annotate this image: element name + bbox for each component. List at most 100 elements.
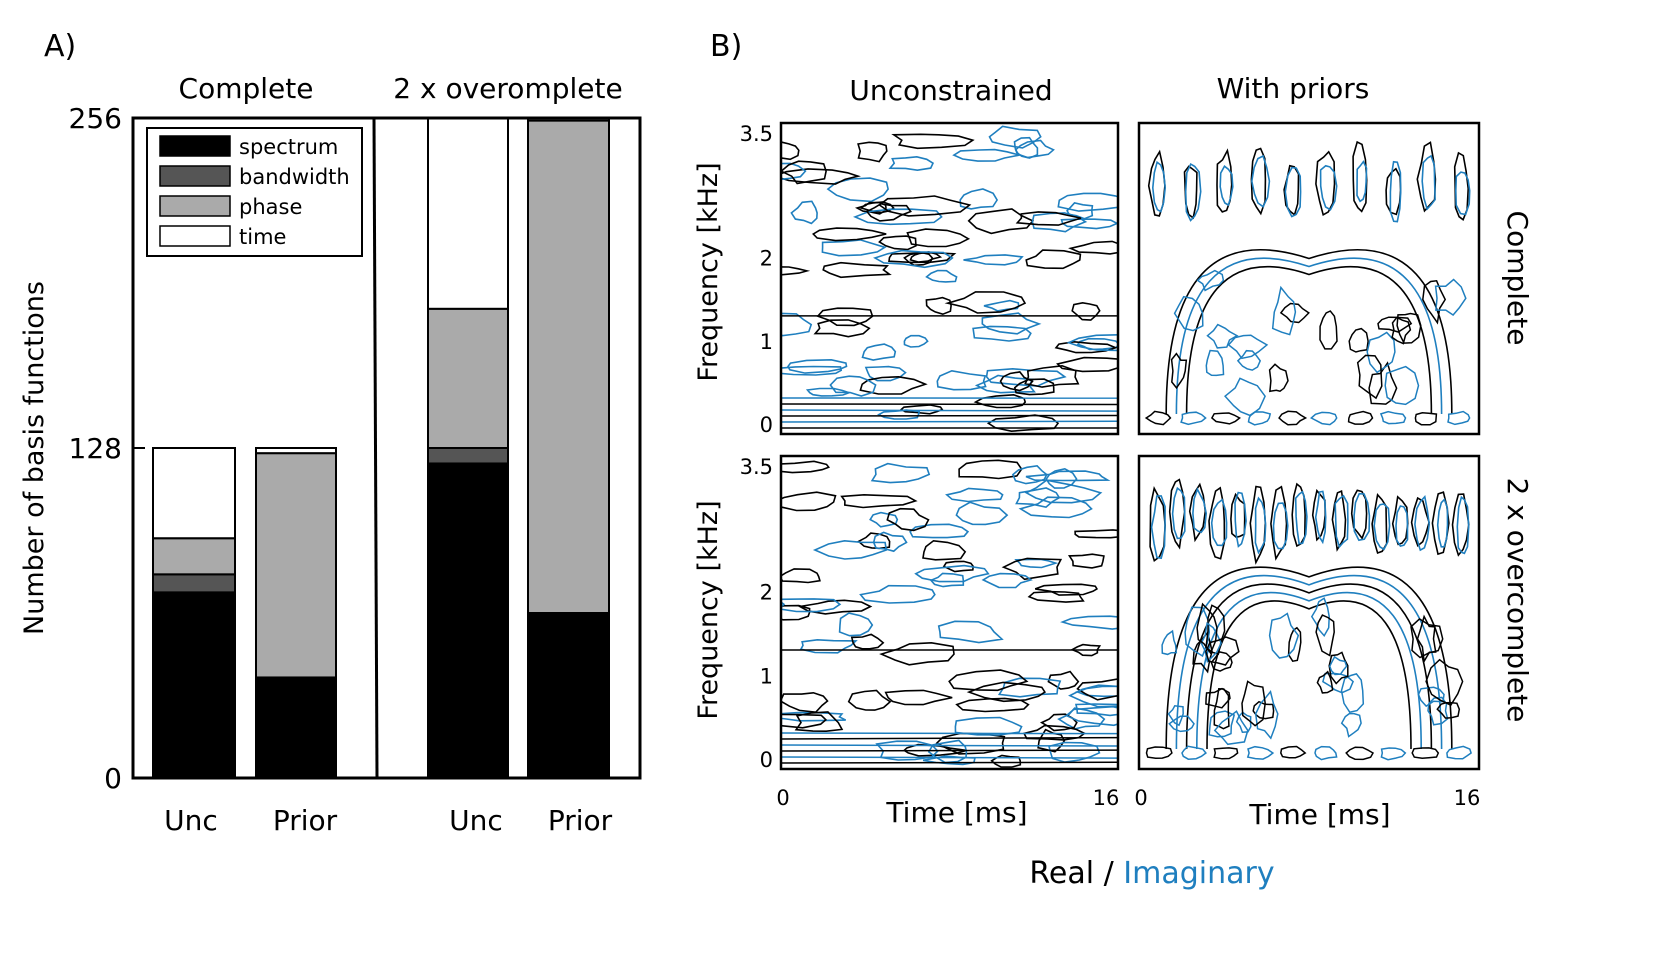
imag-contour [781, 711, 847, 722]
real-contour [781, 761, 1118, 764]
legend-footer: Real / Imaginary [1029, 856, 1274, 891]
real-contour [1210, 412, 1241, 425]
real-contour [1391, 316, 1412, 345]
real-contour [1348, 327, 1369, 353]
imag-contour [861, 343, 897, 361]
real-contour [966, 681, 1047, 703]
imag-contour [1150, 495, 1166, 560]
panel-b-label: B) [710, 29, 742, 64]
real-contour [948, 669, 1029, 692]
real-contour [1268, 363, 1289, 393]
real-contour [1356, 354, 1383, 400]
real-contour [1001, 557, 1063, 581]
real-contour [944, 291, 1027, 314]
real-contour [1414, 412, 1438, 426]
imag-contour [1340, 673, 1365, 714]
real-contour [1144, 410, 1172, 426]
imag-contour [1421, 154, 1436, 211]
group-title-overcomplete: 2 x overomplete [393, 72, 622, 105]
real-contour [958, 459, 1023, 480]
imag-contour [1234, 491, 1247, 548]
imag-contour [787, 358, 848, 374]
real-contour [1071, 301, 1101, 321]
real-contour [1216, 148, 1233, 213]
imag-contour [1414, 494, 1431, 552]
imag-contour [1309, 411, 1338, 426]
y-tick-label: 0 [104, 762, 122, 795]
real-contour [781, 168, 861, 185]
imag-contour [1168, 715, 1195, 733]
real-contour [781, 460, 830, 474]
time-tick-label: 0 [776, 786, 789, 810]
imag-contour [1247, 411, 1272, 426]
imag-contour [781, 732, 1118, 735]
imag-contour [1184, 606, 1211, 658]
real-contour [857, 141, 888, 163]
real-contour [1149, 485, 1166, 563]
row-title-complete: Complete [1501, 211, 1534, 346]
y-axis-ticks: 0 128 256 [69, 102, 145, 795]
imag-contour [781, 744, 1118, 747]
imag-contour [963, 254, 1024, 266]
real-contour [1185, 583, 1433, 750]
bar-unc-time [152, 447, 236, 540]
imag-contour [1417, 686, 1445, 708]
real-contour [990, 754, 1022, 768]
real-contour [1410, 617, 1444, 659]
imag-contour [1068, 684, 1118, 708]
imag-contour [1366, 331, 1396, 374]
imag-contour [790, 200, 818, 225]
real-contour [812, 227, 887, 242]
imag-contour [1436, 498, 1449, 548]
imag-contour [1395, 505, 1409, 548]
imag-contour [1446, 745, 1472, 760]
bar-plot-area [152, 117, 610, 779]
legend-swatch-phase [159, 195, 231, 217]
group-title-complete: Complete [179, 72, 314, 105]
imag-contour [781, 420, 1118, 423]
imag-contour [1060, 218, 1118, 230]
x-tick-label: Prior [548, 804, 613, 837]
imag-contour [1057, 707, 1106, 730]
row-title-overcomplete: 2 x overcomplete [1501, 478, 1534, 723]
imag-contour [1373, 503, 1391, 551]
real-contour [1034, 583, 1098, 596]
imag-contour [1340, 712, 1362, 738]
imag-contour [1200, 621, 1222, 663]
real-contour [1431, 491, 1450, 556]
imag-contour [983, 299, 1020, 312]
imag-contour [1018, 496, 1093, 519]
imag-contour [1356, 160, 1368, 203]
imag-contour [1208, 710, 1236, 738]
freq-tick-label: 3.5 [740, 455, 773, 479]
imag-contour [1057, 192, 1118, 212]
bar-unc-phase [152, 537, 236, 576]
imag-contour [985, 367, 1067, 387]
footer-real: Real / [1029, 856, 1123, 891]
bar-prior-time [255, 447, 337, 455]
imag-contour [826, 177, 889, 203]
imag-contour [781, 365, 843, 376]
time-tick-label: 16 [1454, 786, 1481, 810]
imag-contour [1060, 615, 1118, 630]
imag-contour [1180, 411, 1207, 426]
freq-tick-label: 0 [760, 748, 773, 772]
legend: spectrum bandwidth phase time [146, 127, 363, 257]
imag-contour [805, 387, 852, 397]
imag-contour [1250, 154, 1271, 208]
imag-contour [1246, 745, 1275, 760]
imag-contour [872, 531, 908, 553]
real-contour [884, 689, 953, 706]
real-contour [1024, 364, 1080, 388]
real-contour [973, 393, 1027, 409]
real-contour [942, 560, 975, 573]
freq-label-bottom: Frequency [kHz] [693, 500, 724, 719]
real-contour [1377, 316, 1413, 333]
bar-prior-phase [527, 119, 610, 614]
real-contour [1067, 553, 1105, 569]
imag-contour [909, 523, 970, 539]
bar-unc-spectrum [152, 591, 236, 779]
real-contour [794, 711, 844, 733]
